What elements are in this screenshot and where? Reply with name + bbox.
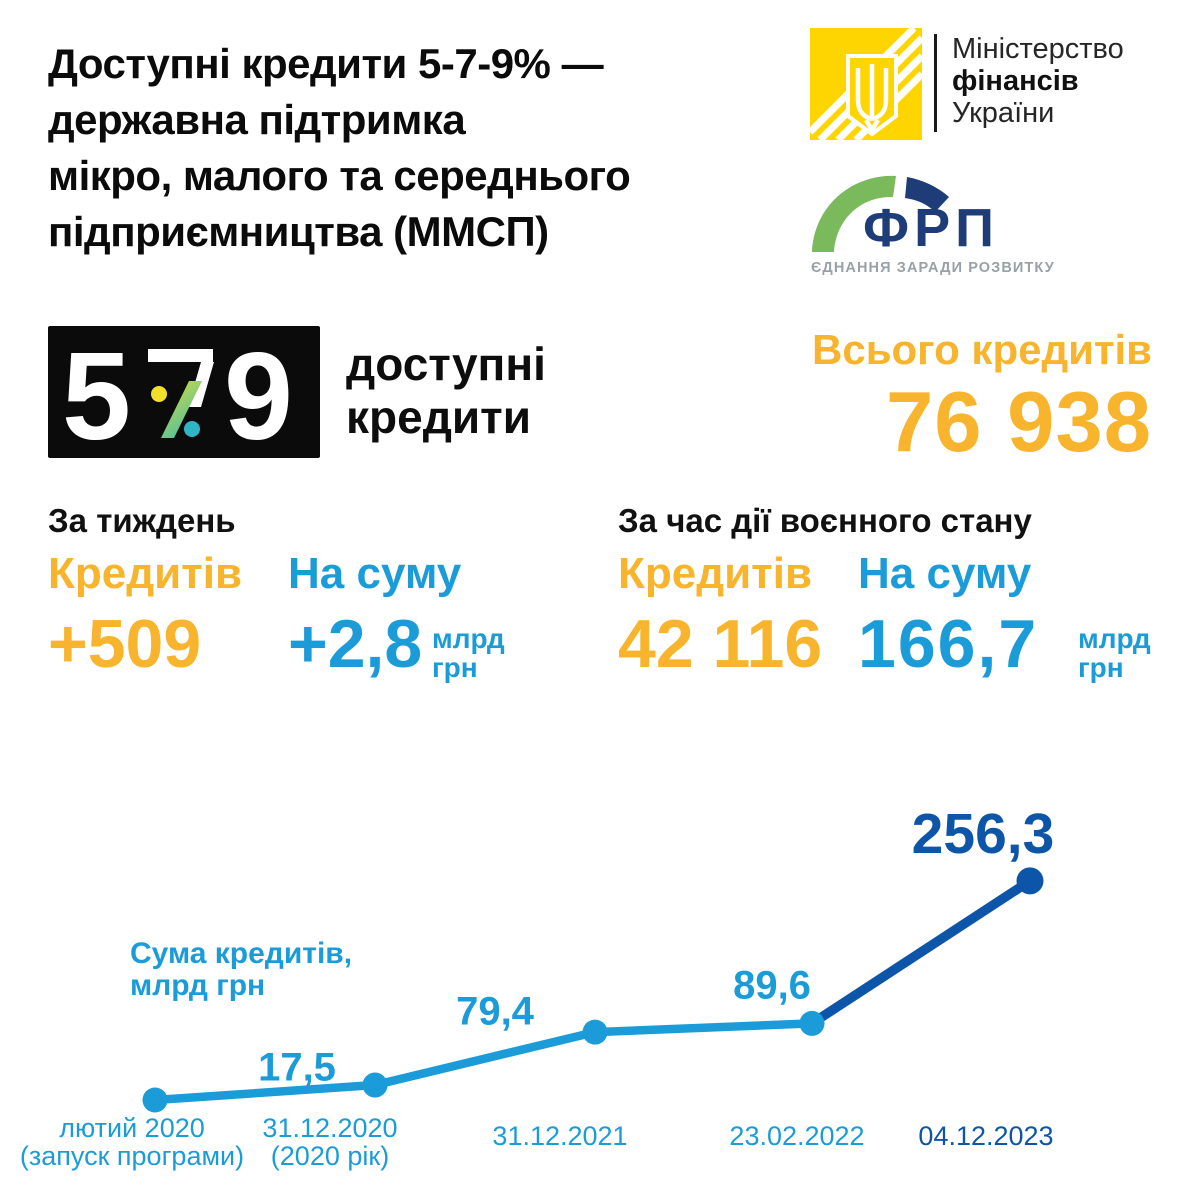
- frp-tagline: ЄДНАННЯ ЗАРАДИ РОЗВИТКУ: [811, 260, 1055, 276]
- week-sum-label: На суму: [288, 549, 462, 598]
- total-loans-value: 76 938: [886, 375, 1152, 470]
- logo-digit-5: 5: [62, 328, 131, 458]
- week-sum-value: +2,8: [288, 606, 423, 682]
- chart-title: Сума кредитів, млрд грн: [130, 937, 353, 1002]
- x-label-2021: 31.12.2021: [492, 1121, 628, 1151]
- frp-arc-icon: ФРП: [812, 175, 999, 258]
- page-title: Доступні кредити 5-7-9% — державна підтр…: [48, 40, 631, 255]
- martial-law-sum-label: На суму: [858, 549, 1032, 598]
- minfin-line2: фінансів: [952, 65, 1079, 97]
- program-579-icon: 5 9: [48, 326, 320, 466]
- point-label-2020: 17,5: [258, 1045, 336, 1090]
- week-loans-label: Кредитів: [48, 549, 243, 598]
- minfin-logo: [810, 28, 922, 145]
- x-label-launch: лютий 2020 (запуск програми): [19, 1113, 245, 1171]
- martial-law-sum-value: 166,7: [858, 606, 1039, 682]
- week-sum-unit: млрд грн: [432, 623, 505, 683]
- program-579-label: доступні кредити: [346, 338, 546, 443]
- data-point-4: [1016, 867, 1044, 895]
- total-loans-label: Всього кредитів: [812, 326, 1152, 373]
- x-label-2022: 23.02.2022: [729, 1121, 865, 1151]
- martial-law-loans-value: 42 116: [618, 606, 823, 682]
- logo-digit-9: 9: [224, 328, 293, 458]
- minfin-line3: України: [952, 97, 1055, 129]
- minfin-line1: Міністерство: [952, 33, 1124, 65]
- data-point-3: [799, 1010, 825, 1036]
- data-point-1: [362, 1072, 388, 1098]
- minfin-emblem-icon: [810, 28, 922, 140]
- minfin-wordmark: Міністерство фінансів України: [952, 33, 1124, 129]
- point-label-2023: 256,3: [911, 802, 1055, 866]
- frp-logo: ФРП: [808, 160, 1023, 270]
- frp-abbr: ФРП: [863, 198, 999, 258]
- x-label-2023: 04.12.2023: [918, 1121, 1054, 1151]
- minfin-divider: [934, 34, 937, 132]
- logo-digit-7-percent-icon: [148, 349, 214, 438]
- martial-law-section-title: За час дії воєнного стану: [618, 502, 1032, 539]
- week-loans-value: +509: [48, 606, 202, 682]
- logo-digit-7: 7: [320, 326, 321, 327]
- data-point-0: [142, 1087, 168, 1113]
- x-label-2020: 31.12.2020 (2020 рік): [262, 1113, 398, 1171]
- martial-law-sum-unit: млрд грн: [1078, 623, 1151, 683]
- point-label-2022: 89,6: [733, 963, 811, 1008]
- program-579-logo: 5 9 7: [48, 326, 321, 466]
- martial-law-loans-label: Кредитів: [618, 549, 813, 598]
- week-section-title: За тиждень: [48, 502, 236, 539]
- data-point-2: [582, 1019, 608, 1045]
- point-label-2021: 79,4: [456, 989, 534, 1034]
